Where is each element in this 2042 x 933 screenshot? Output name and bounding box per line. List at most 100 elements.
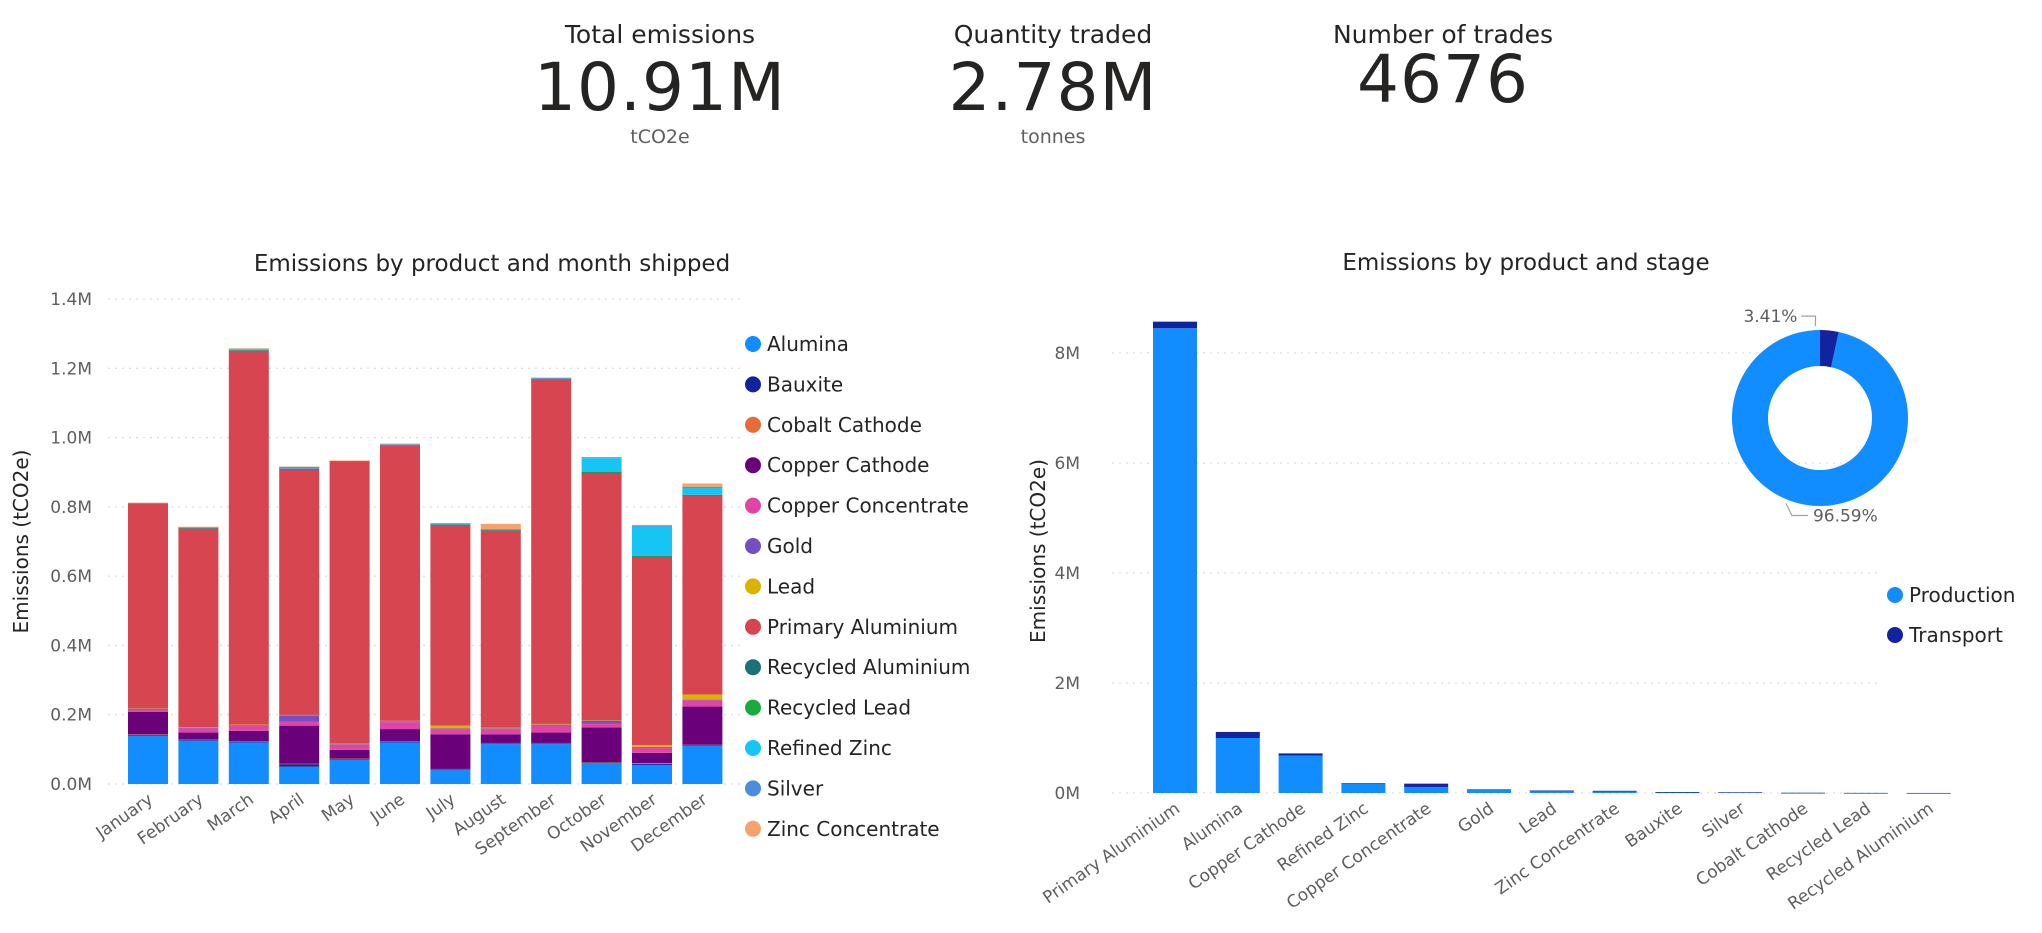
bar-segment-gold [531,724,572,726]
x-tick-label: Recycled Lead [1763,799,1875,886]
bar-segment-transport [1404,783,1449,787]
legend-label: Bauxite [767,372,843,396]
bar-segment-bauxite [430,769,471,771]
bar-segment-copper-concentrate [480,729,521,735]
legend-label: Recycled Lead [767,696,911,720]
bar-segment-zinc-concentrate [279,466,320,468]
legend-label: Gold [767,534,813,558]
bar-segment-lead [178,727,219,728]
kpi-title: Quantity traded [953,20,1153,49]
bar-segment-primary-aluminium [531,379,572,724]
kpi-title: Total emissions [564,20,756,49]
bar-segment-recycled-lead [581,472,622,473]
bar-segment-copper-concentrate [228,725,269,731]
legend-marker [745,820,761,837]
bar-segment-transport [1153,321,1197,329]
bar-segment-copper-concentrate [581,723,622,728]
legend-marker [745,659,761,676]
bar-segment-gold [581,720,622,724]
bar-segment-silver [430,523,471,525]
y-axis-label: Emissions (tCO2e) [9,450,33,634]
bar-segment-primary-aluminium [430,524,471,726]
bar-segment-zinc-concentrate [128,502,168,504]
chart-title: Emissions by product and month shipped [254,251,730,277]
bar-segment-bauxite [531,743,572,745]
bar-segment-alumina [682,745,723,784]
bar-segment-transport [1278,753,1323,756]
bar-segment-zinc-concentrate [531,377,572,379]
bar-segment-transport [1215,731,1260,738]
legend-label: Cobalt Cathode [767,413,922,437]
bar-segment-copper-concentrate [279,721,320,726]
bar-segment-silver [380,443,420,445]
legend-label: Production [1909,583,2015,607]
bar-segment-alumina [581,763,622,784]
bar-segment-bauxite [128,734,168,736]
y-tick-label: 0.0M [50,775,92,795]
legend-marker [1887,587,1903,603]
bar-segment-bauxite [380,741,420,743]
bar-segment-production [1529,790,1574,793]
bar-segment-zinc-concentrate [178,526,219,528]
kpi-number-of-trades: Number of trades 4676 [1263,0,1623,118]
bar-segment-lead [682,694,723,700]
bar-segment-copper-cathode [279,725,320,764]
donut-leader-line [1801,315,1817,327]
bar-segment-recycled-lead [682,494,723,496]
bar-segment-bauxite [682,744,723,746]
bar-segment-gold [228,724,269,726]
y-tick-label: 8M [1055,344,1080,364]
bar-segment-cobalt-cathode [128,734,168,735]
legend-marker [745,578,761,595]
bar-segment-cobalt-cathode [430,768,471,770]
bar-segment-primary-aluminium [178,528,219,728]
bar-segment-lead [380,720,420,722]
bar-segment-gold [279,715,320,722]
bar-segment-cobalt-cathode [480,742,521,744]
bar-segment-copper-concentrate [380,722,420,730]
legend-label: Silver [767,776,824,800]
bar-segment-zinc-concentrate [632,524,672,526]
bar-segment-primary-aluminium [128,503,168,708]
legend-marker [745,740,761,756]
x-tick-label: Bauxite [1622,799,1687,853]
bar-segment-primary-aluminium [380,445,420,721]
donut-data-label: 3.41% [1743,307,1797,327]
bar-segment-gold [430,728,471,730]
y-tick-label: 0.6M [50,567,92,587]
bar-segment-refined-zinc [632,526,672,557]
bar-segment-alumina [632,764,672,784]
bar-segment-copper-cathode [430,734,471,769]
y-tick-label: 1.2M [50,359,92,379]
legend-marker [745,780,761,797]
bar-segment-primary-aluminium [632,556,672,746]
bar-segment-cobalt-cathode [682,744,723,746]
y-tick-label: 0.8M [50,498,92,518]
bar-segment-production [1153,328,1197,793]
bar-segment-lead [228,724,269,726]
x-tick-label: July [422,790,459,824]
donut-leader-line [1785,503,1808,517]
bar-segment-production [1655,792,1700,794]
bar-segment-copper-concentrate [531,725,572,733]
legend-label: Transport [1908,623,2003,647]
bar-segment-lead [581,720,622,721]
bar-segment-silver [632,525,672,527]
bar-segment-primary-aluminium [581,472,622,721]
x-tick-label: Copper Cathode [1185,799,1310,895]
y-tick-label: 4M [1055,564,1080,584]
bar-segment-bauxite [632,763,672,765]
bar-segment-refined-zinc [228,349,269,351]
bar-segment-copper-cathode [632,752,672,764]
x-tick-label: June [366,790,409,828]
legend-marker [745,699,761,716]
bar-segment-transport [1341,783,1386,784]
bar-segment-lead [531,723,572,725]
legend-marker [745,336,761,352]
bar-segment-cobalt-cathode [228,741,269,742]
x-tick-label: May [318,790,358,827]
bar-segment-bauxite [329,758,370,760]
legend-marker [745,457,761,474]
bar-segment-refined-zinc [480,529,521,531]
